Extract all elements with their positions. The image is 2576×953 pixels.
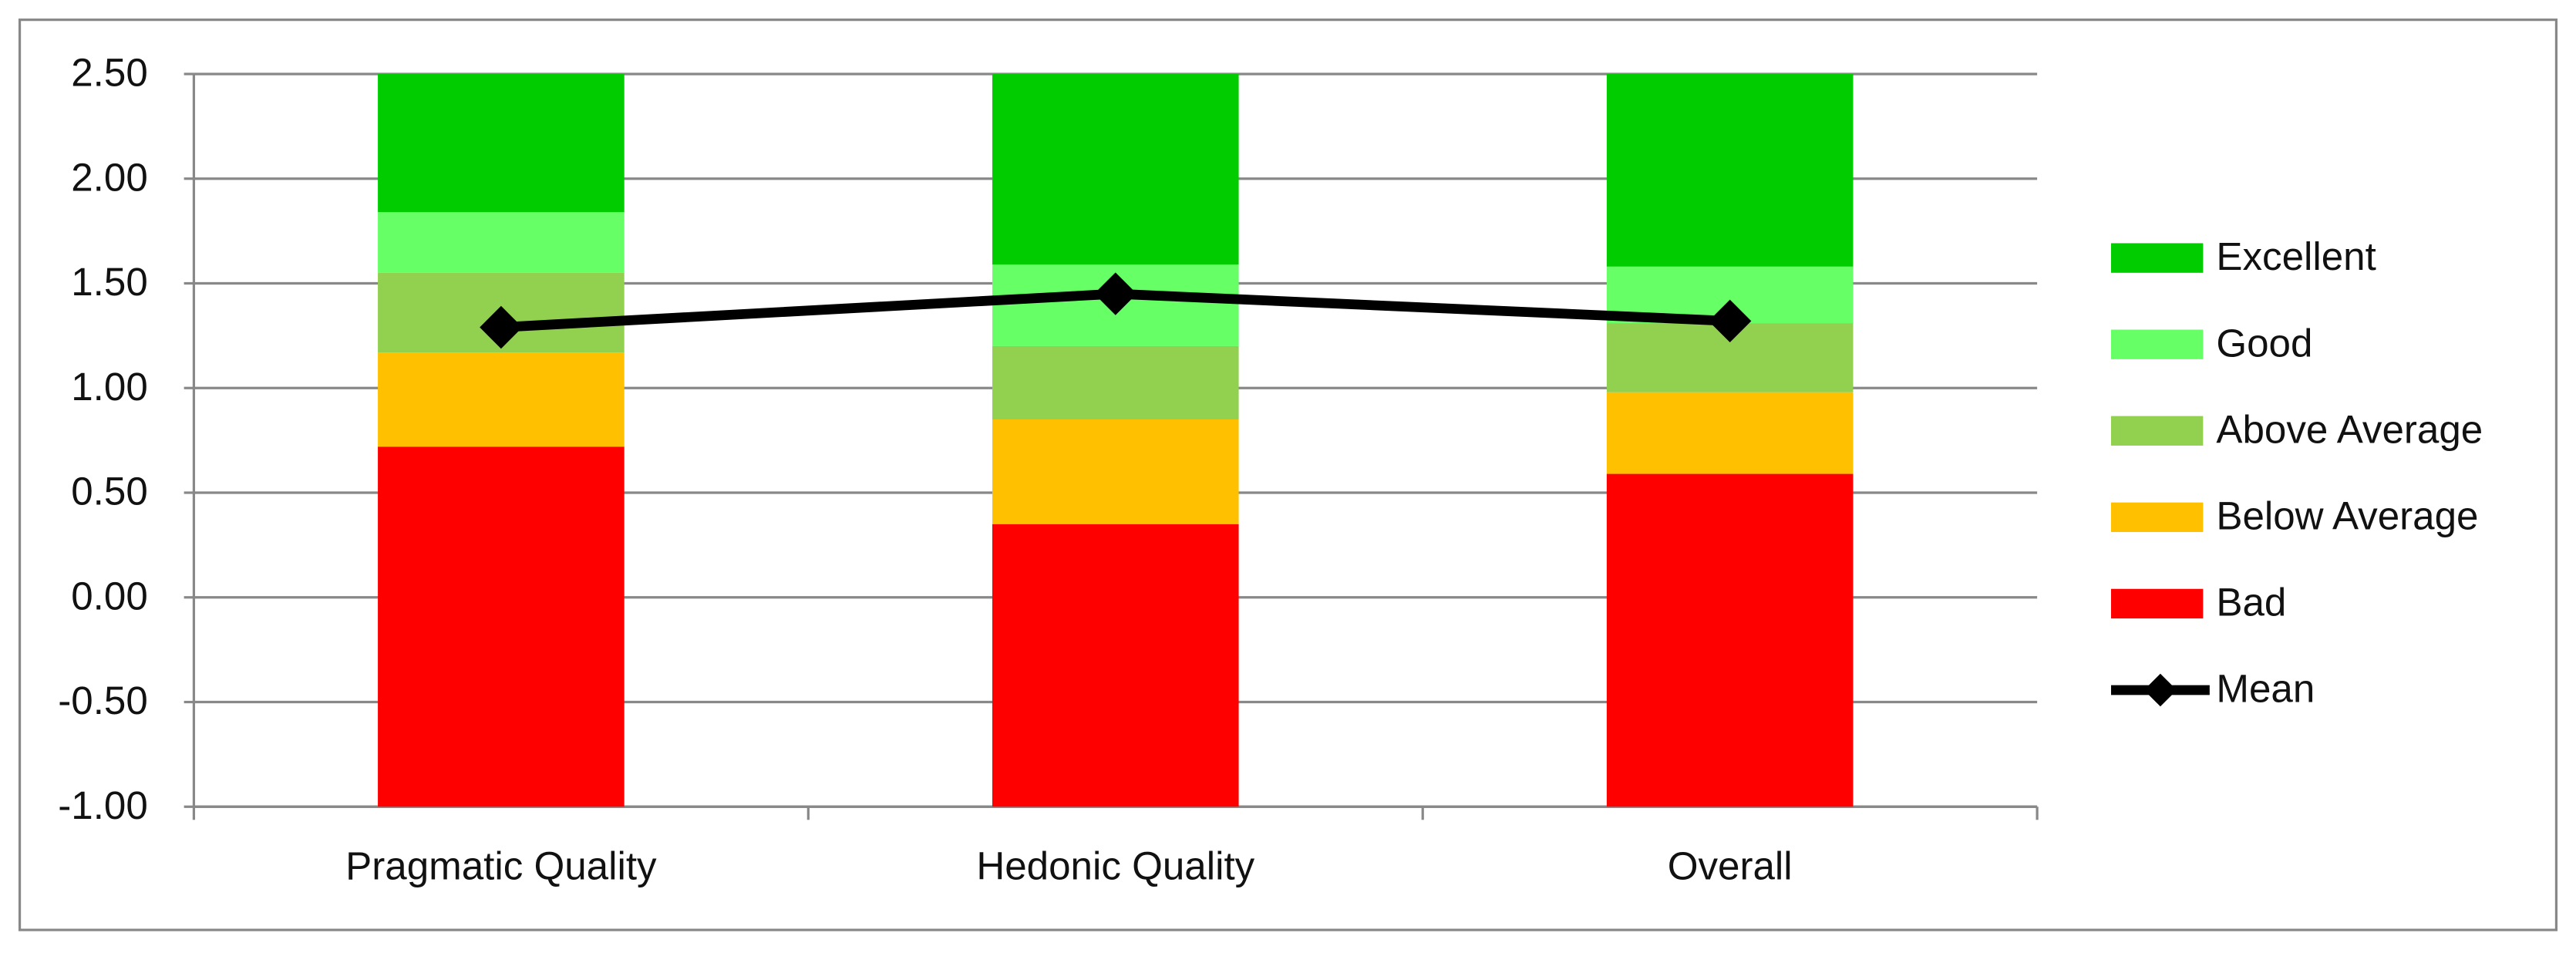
legend-swatch bbox=[2111, 329, 2204, 359]
bar-segment bbox=[992, 524, 1239, 807]
bar-segment bbox=[1606, 473, 1854, 807]
legend-marker bbox=[2143, 673, 2177, 707]
bar-segment bbox=[1606, 392, 1854, 474]
legend-label: Below Average bbox=[2216, 493, 2478, 537]
bar-segment bbox=[992, 419, 1239, 524]
y-tick-label: 0.00 bbox=[71, 574, 148, 618]
y-tick-label: 2.50 bbox=[71, 51, 148, 95]
legend-label: Bad bbox=[2216, 581, 2286, 625]
y-tick-label: 2.00 bbox=[71, 155, 148, 199]
y-tick-label: 0.50 bbox=[71, 470, 148, 514]
y-tick-label: 1.00 bbox=[71, 365, 148, 409]
bar-segment bbox=[378, 352, 625, 447]
bar-segment bbox=[1606, 73, 1854, 267]
bar-segment bbox=[378, 73, 625, 213]
x-tick-label: Overall bbox=[1668, 844, 1793, 888]
legend-label: Good bbox=[2216, 321, 2312, 365]
mean-marker bbox=[1708, 299, 1752, 343]
bar-segment bbox=[378, 212, 625, 273]
bar-segment bbox=[992, 73, 1239, 265]
legend-swatch bbox=[2111, 502, 2204, 533]
legend-swatch bbox=[2111, 243, 2204, 273]
y-tick-label: -1.00 bbox=[58, 783, 148, 827]
legend-label: Excellent bbox=[2216, 234, 2376, 278]
x-tick-label: Hedonic Quality bbox=[976, 844, 1254, 888]
legend-swatch bbox=[2111, 588, 2204, 619]
legend-swatch bbox=[2111, 416, 2204, 446]
legend-label: Above Average bbox=[2216, 407, 2483, 451]
bar-segment bbox=[992, 345, 1239, 419]
bar-segment bbox=[378, 446, 625, 807]
mean-marker bbox=[480, 305, 523, 349]
y-tick-label: -0.50 bbox=[58, 679, 148, 722]
legend-label: Mean bbox=[2216, 667, 2315, 711]
y-tick-label: 1.50 bbox=[71, 260, 148, 304]
x-tick-label: Pragmatic Quality bbox=[345, 844, 657, 888]
